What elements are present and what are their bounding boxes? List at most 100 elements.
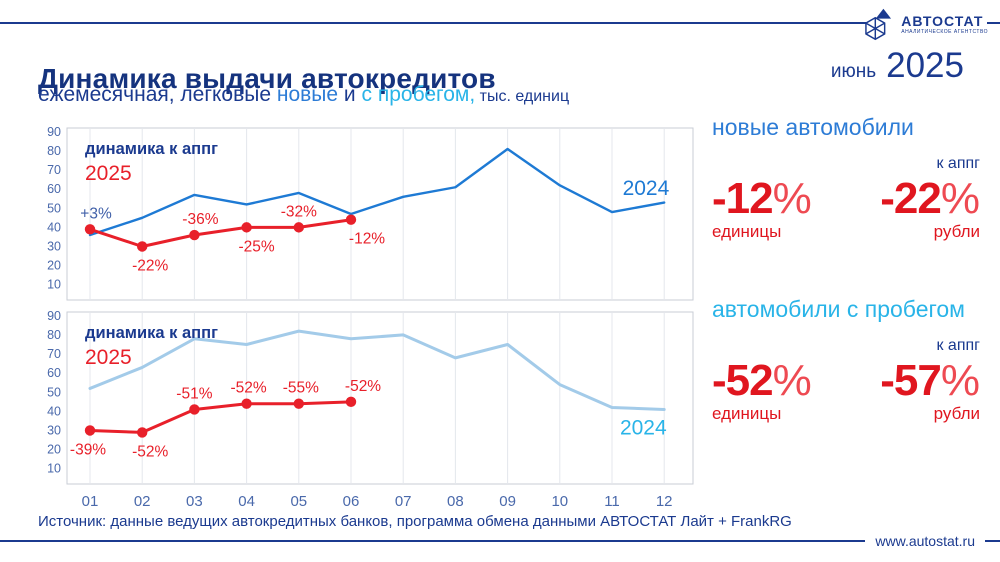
charts-area: 10 20 30 40 50 60 70 80 90 2024 +3% -22% -36% -25% -32… (37, 126, 697, 514)
stat-units: -52% единицы (712, 356, 812, 424)
point-marker-2025 (241, 398, 252, 409)
y-tick-label: 10 (47, 462, 61, 476)
point-marker-2025 (241, 222, 252, 233)
x-tick-label: 06 (343, 493, 360, 510)
point-label: -52% (345, 378, 381, 395)
brand-tagline: АНАЛИТИЧЕСКОЕ АГЕНТСТВО (901, 28, 988, 35)
page-subtitle: ежемесячная, легковые новые и с пробегом… (38, 83, 569, 107)
y-tick-label: 40 (47, 220, 61, 234)
y-tick-label: 50 (47, 201, 61, 215)
chart-annotation: динамика к аппг (85, 324, 218, 342)
stat-rubles: -22% рубли (880, 174, 980, 242)
stat-caption: рубли (933, 222, 980, 242)
series-year-label: 2024 (623, 177, 670, 200)
plot-area (66, 127, 694, 301)
stat-caption: рубли (933, 404, 980, 424)
y-tick-label: 90 (47, 126, 61, 139)
stat-row: -52% единицы -57% рубли (712, 356, 980, 424)
point-label: -39% (70, 441, 106, 458)
vs-appg-label: к аппг (936, 337, 980, 354)
point-marker-2025 (293, 398, 304, 409)
header-rule-right (987, 22, 1000, 24)
report-period: июнь 2025 (831, 46, 964, 86)
line-2024 (88, 329, 666, 411)
point-label: -55% (283, 380, 319, 397)
percent-sign: % (772, 356, 812, 405)
autostat-hexagon-icon (865, 8, 892, 41)
point-marker-2025 (293, 222, 304, 233)
point-label: +3% (80, 205, 112, 222)
footer-rule-right (985, 540, 1000, 542)
brand-name: АВТОСТАТ (901, 12, 984, 29)
stat-value: -22 (880, 174, 942, 223)
x-tick-label: 05 (290, 493, 307, 510)
source-note: Источник: данные ведущих автокредитных б… (38, 513, 792, 530)
point-marker-2025 (137, 427, 148, 438)
footer-site-row: www.autostat.ru (0, 533, 1000, 549)
y-tick-label: 30 (47, 423, 61, 437)
point-label: -52% (231, 380, 267, 397)
point-marker-2025 (189, 229, 200, 241)
y-tick-label: 60 (47, 366, 61, 380)
point-label: -52% (132, 443, 168, 460)
panel-title-used: автомобили с пробегом (712, 296, 965, 322)
y-tick-label: 50 (47, 385, 61, 399)
x-tick-label: 01 (82, 493, 99, 510)
point-label: -32% (281, 203, 317, 220)
line-2025 (88, 400, 353, 434)
y-tick-label: 40 (47, 404, 61, 418)
subtitle-part: и (338, 83, 362, 106)
subtitle-new-highlight: новые (276, 83, 339, 106)
point-label: -22% (132, 257, 168, 274)
point-label: -51% (176, 385, 212, 402)
point-marker-2025 (345, 214, 357, 225)
website-link[interactable]: www.autostat.ru (875, 533, 975, 549)
brand-logo: АВТОСТАТ АНАЛИТИЧЕСКОЕ АГЕНТСТВО (860, 5, 988, 43)
used-cars-chart: 10 20 30 40 50 60 70 80 90 2024 -39% -52% -51% -52% -5… (47, 310, 694, 510)
percent-sign: % (940, 356, 980, 405)
x-tick-label: 09 (499, 493, 516, 510)
y-tick-label: 30 (47, 239, 61, 253)
header-rule (0, 22, 866, 24)
subtitle-part: ежемесячная, легковые (38, 83, 277, 106)
point-label: -25% (239, 238, 275, 255)
percent-sign: % (940, 174, 980, 223)
x-tick-label: 02 (134, 493, 151, 510)
y-tick-label: 70 (47, 347, 61, 361)
stat-row: -12% единицы -22% рубли (712, 174, 980, 242)
x-tick-label: 04 (238, 493, 255, 510)
x-tick-label: 11 (604, 493, 620, 510)
footer-rule-left (0, 540, 866, 542)
point-label: -36% (182, 211, 218, 228)
y-tick-label: 80 (47, 144, 61, 158)
chart-annotation: динамика к аппг (85, 140, 218, 158)
vs-appg-label: к аппг (936, 155, 980, 172)
panel-title-new: новые автомобили (712, 114, 914, 140)
x-tick-label: 07 (395, 493, 412, 510)
stat-value: -12 (712, 174, 774, 223)
chart-annotation-2025: 2025 (85, 346, 132, 369)
y-tick-label: 20 (47, 259, 61, 273)
x-tick-label: 03 (186, 493, 203, 510)
new-cars-chart: 10 20 30 40 50 60 70 80 90 2024 +3% -22% -36% -25% -32… (47, 126, 694, 301)
point-marker-2025 (189, 404, 200, 415)
chart-annotation-2025: 2025 (85, 162, 132, 185)
point-marker-2025 (137, 241, 148, 252)
period-month: июнь (830, 61, 877, 82)
stat-caption: единицы (712, 404, 782, 424)
stat-caption: единицы (712, 222, 782, 242)
subtitle-used-highlight: с пробегом, (361, 83, 476, 106)
percent-sign: % (772, 174, 812, 223)
y-tick-label: 60 (47, 182, 61, 196)
line-2024 (88, 147, 666, 237)
y-tick-label: 20 (47, 443, 61, 457)
series-year-label: 2024 (620, 416, 667, 439)
stat-rubles: -57% рубли (880, 356, 980, 424)
stat-value: -57 (880, 356, 942, 405)
point-label: -12% (349, 231, 385, 248)
y-tick-label: 80 (47, 328, 61, 342)
stats-panel-used: автомобили с пробегом к аппг -52% единиц… (712, 296, 980, 424)
point-marker-2025 (84, 425, 96, 436)
stats-panel-new: новые автомобили к аппг -12% единицы -22… (712, 114, 980, 242)
